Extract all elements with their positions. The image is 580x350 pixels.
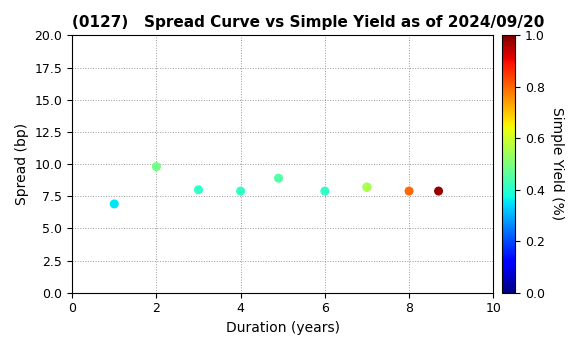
Point bbox=[362, 184, 372, 190]
Point bbox=[274, 175, 283, 181]
Point bbox=[194, 187, 203, 192]
Point bbox=[362, 184, 372, 190]
Y-axis label: Simple Yield (%): Simple Yield (%) bbox=[550, 107, 564, 220]
X-axis label: Duration (years): Duration (years) bbox=[226, 321, 340, 335]
Point bbox=[152, 164, 161, 169]
Point bbox=[434, 188, 443, 194]
Y-axis label: Spread (bp): Spread (bp) bbox=[15, 123, 29, 205]
Text: (0127)   Spread Curve vs Simple Yield as of 2024/09/20: (0127) Spread Curve vs Simple Yield as o… bbox=[72, 15, 545, 30]
Point bbox=[320, 188, 329, 194]
Point bbox=[110, 201, 119, 207]
Point bbox=[404, 188, 414, 194]
Point bbox=[236, 188, 245, 194]
